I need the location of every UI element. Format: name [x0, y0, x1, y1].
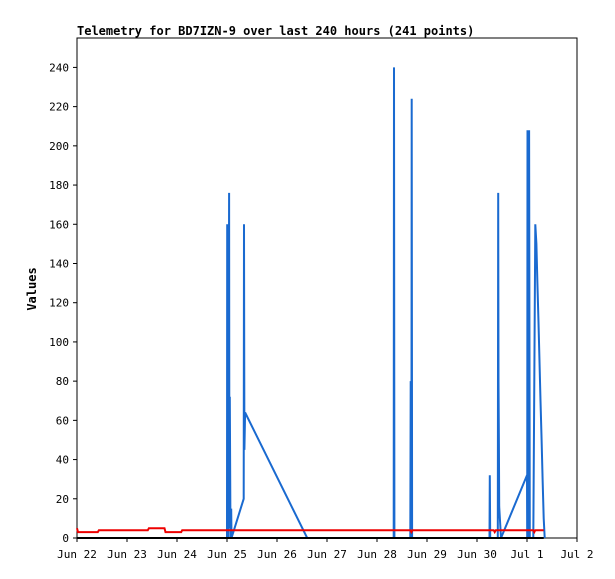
- y-tick-label: 120: [49, 297, 69, 310]
- y-tick-label: 40: [56, 454, 69, 467]
- x-tick-label: Jun 22: [57, 548, 97, 561]
- y-tick-label: 60: [56, 414, 69, 427]
- x-tick-label: Jun 28: [357, 548, 397, 561]
- plot-frame: [76, 37, 578, 539]
- y-axis-label: Values: [25, 267, 39, 310]
- y-tick-label: 160: [49, 218, 69, 231]
- series-line-0: [226, 67, 546, 539]
- y-tick-label: 240: [49, 61, 69, 74]
- series-layer: [76, 67, 546, 539]
- x-tick-label: Jun 26: [257, 548, 297, 561]
- x-tick-label: Jun 25: [207, 548, 247, 561]
- x-tick-label: Jun 23: [107, 548, 147, 561]
- y-tick-label: 80: [56, 375, 69, 388]
- x-tick-label: Jun 29: [407, 548, 447, 561]
- x-tick-label: Jun 27: [307, 548, 347, 561]
- chart-title: Telemetry for BD7IZN-9 over last 240 hou…: [77, 24, 474, 38]
- y-tick-label: 140: [49, 257, 69, 270]
- x-tick-label: Jun 24: [157, 548, 197, 561]
- y-tick-label: 20: [56, 493, 69, 506]
- x-axis: Jun 22 Jun 23 Jun 24 Jun 25 Jun 26 Jun 27 Jun …: [57, 538, 594, 561]
- x-tick-label: Jul 1: [510, 548, 543, 561]
- y-tick-label: 180: [49, 179, 69, 192]
- y-tick-label: 220: [49, 101, 69, 114]
- y-axis: 0 20 40 60 80 100 120 140 160 180 200 220 240: [49, 61, 77, 545]
- y-tick-label: 200: [49, 140, 69, 153]
- series-line-1: [76, 527, 544, 535]
- x-tick-label: Jun 30: [457, 548, 497, 561]
- x-tick-label: Jul 2: [560, 548, 593, 561]
- y-tick-label: 0: [62, 532, 69, 545]
- y-tick-label: 100: [49, 336, 69, 349]
